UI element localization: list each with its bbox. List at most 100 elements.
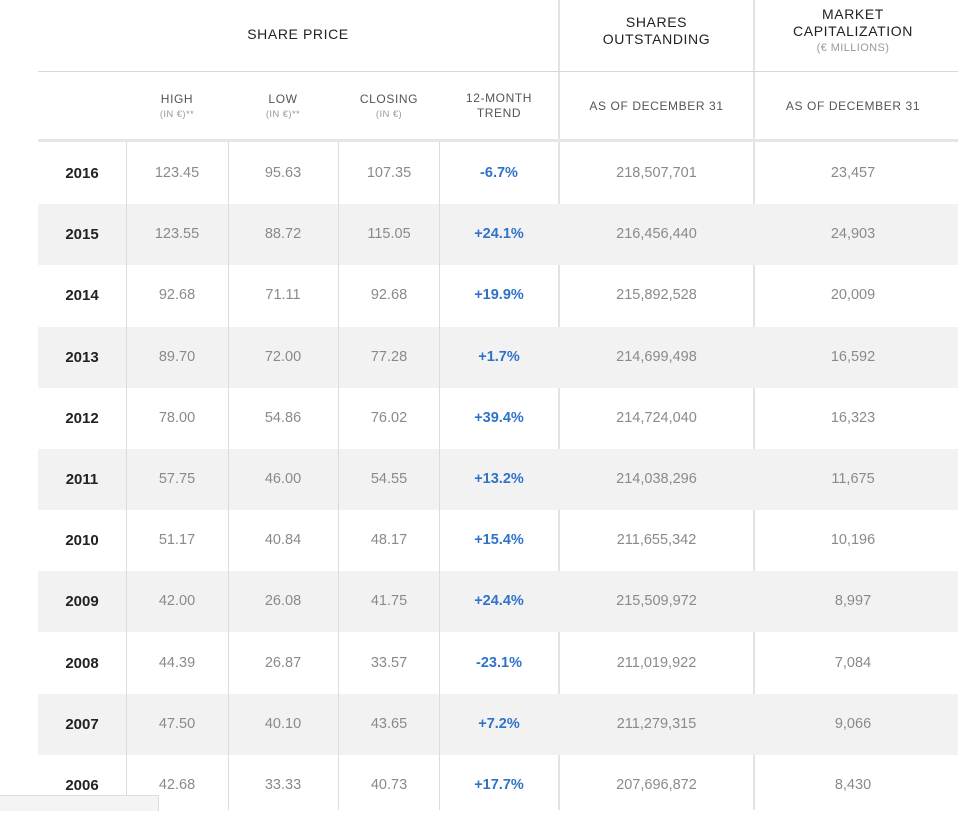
cell-shares: 215,892,528: [616, 287, 697, 304]
table-row: 2011 57.75 46.00 54.55 +13.2% 214,038,296 11,6…: [38, 449, 958, 510]
cell-low: 26.08: [264, 593, 302, 610]
divider-closing-right: [439, 142, 440, 810]
cell-closing: 54.55: [370, 471, 408, 487]
cell-high: 123.45: [154, 165, 200, 181]
divider-share-price-right: [558, 0, 560, 810]
cell-market-cap: 9,066: [834, 715, 872, 732]
cell-shares: 211,019,922: [616, 654, 697, 671]
subheader-market-as-of: AS OF DECEMBER 31: [785, 99, 921, 113]
cell-high: 78.00: [158, 409, 196, 426]
cell-shares: 207,696,872: [616, 777, 697, 793]
cell-closing: 92.68: [370, 287, 408, 304]
divider-high-right: [228, 142, 229, 810]
subheader-closing: CLOSING (IN €): [359, 92, 419, 120]
cell-high: 42.00: [158, 593, 196, 610]
table-row: 2009 42.00 26.08 41.75 +24.4% 215,509,972 8,99…: [38, 571, 958, 633]
cell-market-cap: 24,903: [830, 226, 876, 243]
cell-year: 2012: [65, 409, 99, 427]
cell-shares: 214,724,040: [616, 409, 697, 426]
cell-trend: +7.2%: [478, 715, 520, 732]
cell-low: 72.00: [264, 348, 302, 365]
cell-closing: 40.73: [370, 777, 408, 793]
header-market-capitalization: MARKET CAPITALIZATION (€ MILLIONS): [793, 6, 913, 54]
cell-year: 2008: [65, 654, 99, 672]
cell-shares: 215,509,972: [616, 593, 697, 610]
cell-low: 33.33: [264, 777, 302, 793]
cell-low: 71.11: [265, 287, 301, 304]
cell-year: 2009: [65, 593, 99, 611]
cell-year: 2010: [65, 532, 99, 550]
table-row: 2010 51.17 40.84 48.17 +15.4% 211,655,342 10,1…: [38, 510, 958, 571]
cell-low: 88.72: [264, 226, 302, 243]
cell-trend: +17.7%: [474, 777, 524, 793]
cell-closing: 77.28: [370, 348, 408, 365]
cell-year: 2011: [65, 471, 99, 488]
cell-shares: 214,038,296: [616, 471, 697, 487]
cell-high: 42.68: [158, 777, 196, 793]
cell-market-cap: 23,457: [830, 165, 876, 181]
table-row: 2016 123.45 95.63 107.35 -6.7% 218,507,701 23,…: [38, 143, 958, 204]
header-share-price: SHARE PRICE: [247, 26, 349, 42]
cell-closing: 43.65: [370, 715, 408, 732]
cell-shares: 214,699,498: [616, 348, 697, 365]
cell-year: 2013: [65, 348, 99, 366]
cell-trend: -6.7%: [480, 165, 518, 181]
cell-closing: 33.57: [370, 654, 408, 671]
cell-closing: 115.05: [367, 226, 411, 243]
table-row: 2008 44.39 26.87 33.57 -23.1% 211,019,922 7,08…: [38, 633, 958, 694]
cell-market-cap: 16,592: [830, 348, 876, 365]
cell-low: 54.86: [264, 409, 302, 426]
table-row: 2012 78.00 54.86 76.02 +39.4% 214,724,040 16,3…: [38, 388, 958, 449]
subheader-low: LOW (IN €)**: [265, 92, 301, 120]
cell-market-cap: 7,084: [834, 654, 872, 671]
cell-trend: +19.9%: [474, 287, 524, 304]
cell-market-cap: 11,675: [831, 471, 875, 487]
cell-market-cap: 20,009: [830, 287, 876, 304]
cell-high: 47.50: [158, 715, 196, 732]
subheader-12-month-trend: 12-MONTH TREND: [465, 91, 533, 120]
cell-year: 2015: [65, 226, 99, 244]
cell-low: 40.10: [264, 715, 302, 732]
cell-trend: +15.4%: [474, 532, 524, 549]
subheader-divider: [38, 139, 958, 142]
subheader-high: HIGH (IN €)**: [159, 92, 195, 120]
table-row: 2015 123.55 88.72 115.05 +24.1% 216,456,440 24…: [38, 204, 958, 266]
divider-low-right: [338, 142, 339, 810]
divider-year-right: [126, 142, 127, 810]
cell-low: 46.00: [264, 471, 302, 487]
table-row: 2013 89.70 72.00 77.28 +1.7% 214,699,498 16,59…: [38, 326, 958, 388]
header-divider: [38, 71, 958, 72]
cell-year: 2014: [65, 287, 99, 305]
cell-shares: 211,279,315: [616, 715, 697, 732]
cell-trend: +24.4%: [474, 593, 524, 610]
table-row: 2006 42.68 33.33 40.73 +17.7% 207,696,872 8,43…: [38, 755, 958, 816]
bottom-status-strip: [0, 795, 159, 811]
cell-low: 95.63: [264, 165, 302, 181]
header-shares-outstanding: SHARES OUTSTANDING: [602, 14, 711, 47]
cell-trend: -23.1%: [476, 654, 522, 671]
divider-shares-right: [753, 0, 755, 810]
cell-high: 123.55: [154, 226, 200, 243]
subheader-shares-as-of: AS OF DECEMBER 31: [589, 99, 724, 113]
cell-trend: +1.7%: [478, 348, 520, 365]
cell-low: 40.84: [264, 532, 302, 549]
cell-high: 92.68: [158, 287, 196, 304]
cell-market-cap: 8,997: [834, 593, 872, 610]
cell-high: 44.39: [158, 654, 196, 671]
cell-high: 89.70: [158, 348, 196, 365]
cell-closing: 107.35: [366, 165, 412, 181]
cell-high: 57.75: [158, 471, 196, 487]
cell-trend: +39.4%: [474, 409, 524, 426]
cell-year: 2006: [65, 777, 99, 794]
cell-year: 2016: [65, 165, 99, 182]
cell-trend: +13.2%: [474, 471, 524, 487]
cell-closing: 48.17: [370, 532, 408, 549]
cell-shares: 211,655,342: [616, 532, 697, 549]
cell-market-cap: 10,196: [830, 532, 876, 549]
table-row: 2007 47.50 40.10 43.65 +7.2% 211,279,315 9,066: [38, 693, 958, 755]
cell-low: 26.87: [264, 654, 302, 671]
cell-year: 2007: [65, 715, 99, 733]
cell-market-cap: 16,323: [830, 409, 876, 426]
cell-trend: +24.1%: [474, 226, 524, 243]
